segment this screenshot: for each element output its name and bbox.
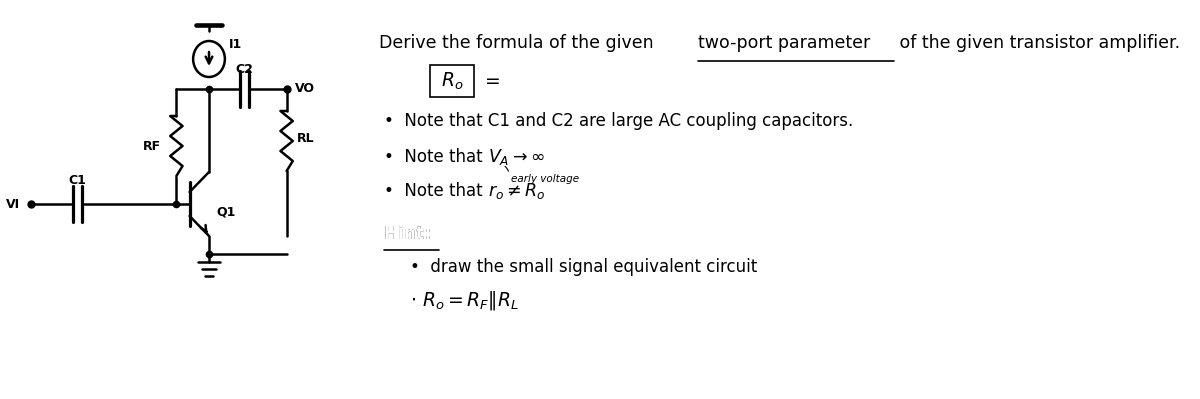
Text: C1: C1 bbox=[68, 174, 86, 187]
Text: =: = bbox=[485, 71, 500, 91]
Text: •  Note that: • Note that bbox=[384, 148, 487, 166]
FancyBboxPatch shape bbox=[431, 65, 474, 97]
Text: Derive the formula of the given: Derive the formula of the given bbox=[379, 34, 659, 52]
Text: Q1: Q1 bbox=[216, 205, 235, 219]
Text: RL: RL bbox=[298, 132, 314, 146]
Text: VO: VO bbox=[295, 83, 316, 95]
Text: •  draw the small signal equivalent circuit: • draw the small signal equivalent circu… bbox=[410, 258, 757, 276]
Text: $V_A \rightarrow \infty$: $V_A \rightarrow \infty$ bbox=[487, 147, 545, 167]
Text: RF: RF bbox=[143, 140, 161, 152]
Text: VI: VI bbox=[6, 198, 20, 211]
Text: Hint:: Hint: bbox=[384, 225, 432, 243]
Text: $r_o \neq R_o$: $r_o \neq R_o$ bbox=[487, 181, 545, 201]
Text: early voltage: early voltage bbox=[511, 174, 580, 184]
Text: •  Note that: • Note that bbox=[384, 182, 487, 200]
Text: of the given transistor amplifier.: of the given transistor amplifier. bbox=[894, 34, 1180, 52]
Text: two-port parameter: two-port parameter bbox=[698, 34, 870, 52]
Text: •  Note that C1 and C2 are large AC coupling capacitors.: • Note that C1 and C2 are large AC coupl… bbox=[384, 112, 853, 130]
Text: I1: I1 bbox=[228, 38, 241, 51]
Text: C2: C2 bbox=[235, 63, 253, 76]
Text: $R_o$: $R_o$ bbox=[440, 70, 463, 92]
Text: $\cdot\ R_o = R_F \| R_L$: $\cdot\ R_o = R_F \| R_L$ bbox=[410, 290, 518, 312]
Text: Hint:: Hint: bbox=[384, 225, 432, 243]
